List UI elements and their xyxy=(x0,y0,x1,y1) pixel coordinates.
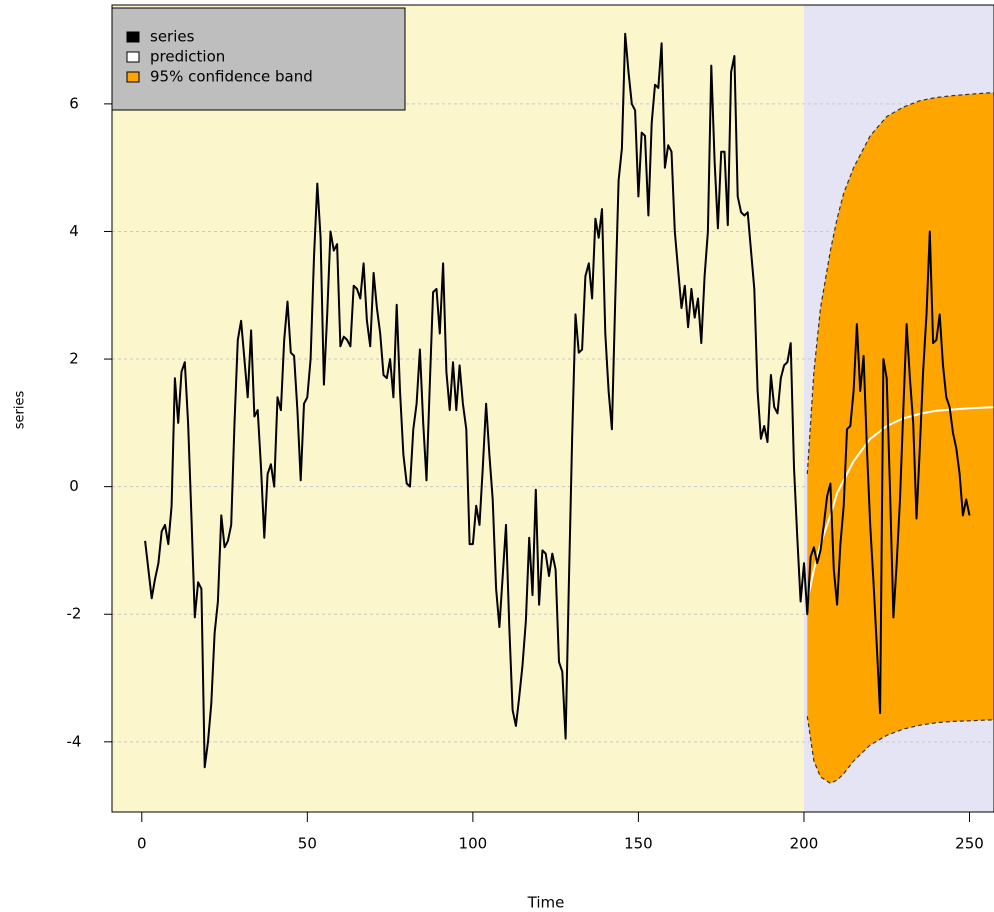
band-lower-edge xyxy=(806,716,994,784)
series-line xyxy=(144,32,971,769)
y-tick-label: 2 xyxy=(69,350,79,368)
y-tick-label: 4 xyxy=(69,222,79,240)
legend: series prediction 95% confidence band xyxy=(111,7,406,111)
plot-frame xyxy=(111,4,994,813)
legend-label: series xyxy=(150,28,195,46)
legend-label: prediction xyxy=(150,48,225,66)
y-tick-label: 6 xyxy=(69,94,79,112)
series-line xyxy=(806,406,994,602)
legend-swatch xyxy=(126,51,140,63)
axes: -4 -2 0 2 4 6 0 50 100 150 200 250 xyxy=(67,4,994,853)
legend-label: 95% confidence band xyxy=(150,68,313,86)
x-tick-label: 200 xyxy=(790,835,819,853)
band-upper-edge xyxy=(806,92,994,474)
x-axis-label: Time xyxy=(527,894,565,912)
y-tick-label: -2 xyxy=(67,605,82,623)
background-history xyxy=(112,5,804,812)
legend-swatch xyxy=(126,71,140,83)
x-tick-label: 150 xyxy=(624,835,653,853)
y-tick-label: -4 xyxy=(67,732,82,750)
y-tick-label: 0 xyxy=(69,477,79,495)
x-tick-label: 50 xyxy=(298,835,317,853)
x-tick-label: 250 xyxy=(955,835,984,853)
plot-area xyxy=(112,5,994,812)
confidence-band xyxy=(807,92,994,784)
legend-box xyxy=(111,7,406,111)
x-tick-label: 0 xyxy=(137,835,147,853)
legend-swatch xyxy=(126,31,140,43)
y-axis-label: series xyxy=(13,391,28,430)
x-tick-label: 100 xyxy=(459,835,488,853)
